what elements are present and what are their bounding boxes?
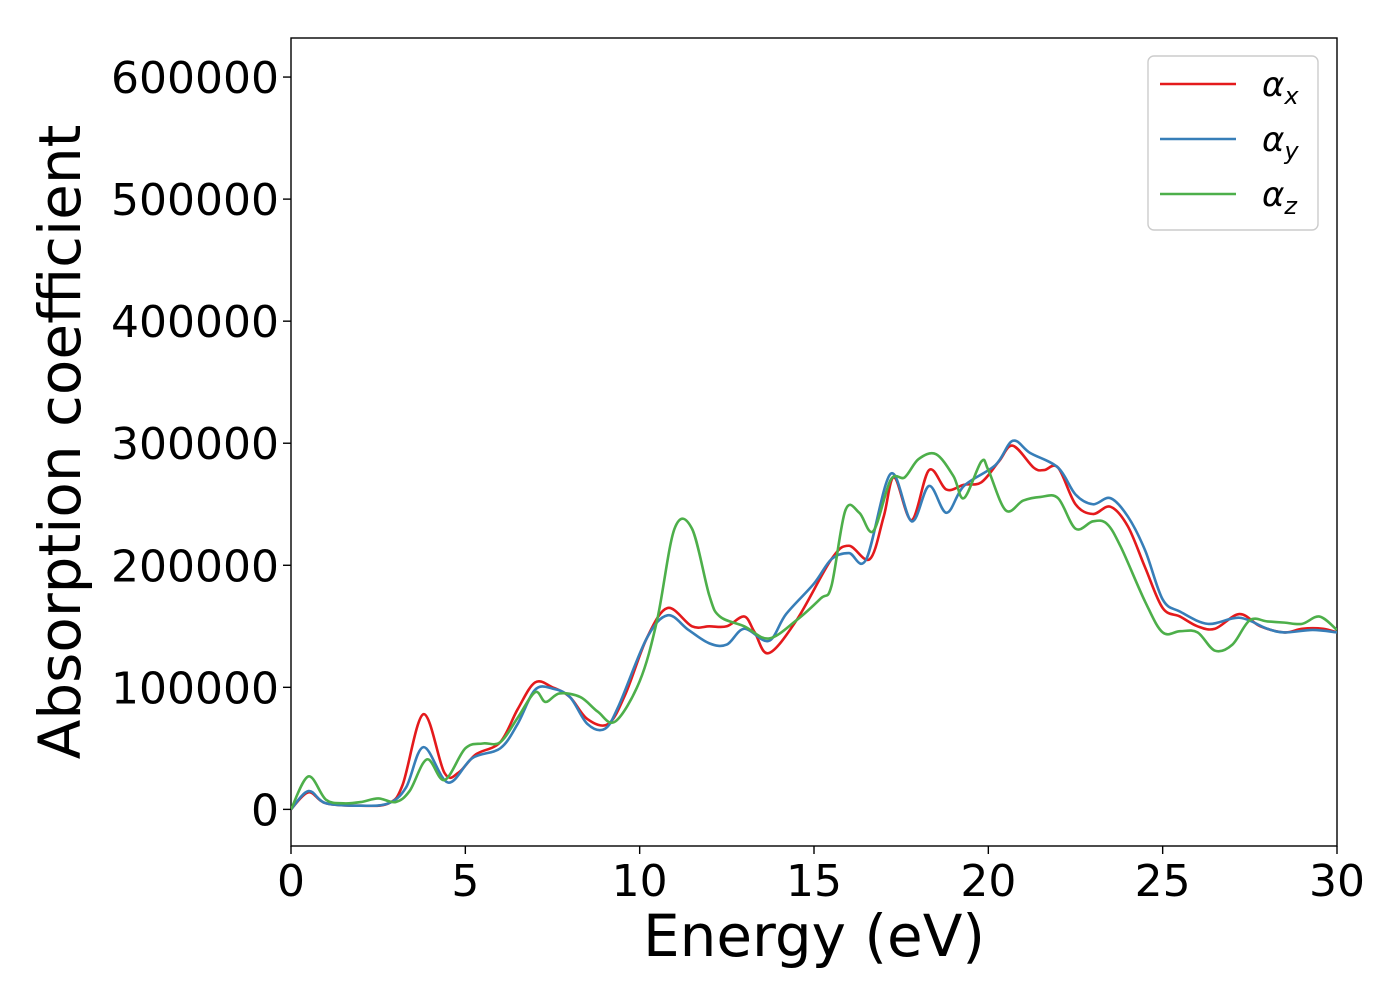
x-tick-label: 0 <box>277 856 305 907</box>
y-tick-label: 400000 <box>111 297 279 348</box>
series-lines <box>291 439 1337 811</box>
x-tick-label: 15 <box>786 856 842 907</box>
x-axis-title: Energy (eV) <box>643 902 985 970</box>
x-tick-label: 30 <box>1309 856 1365 907</box>
x-axis: 0 5 10 15 20 25 30 <box>277 846 1365 907</box>
x-tick-label: 5 <box>451 856 479 907</box>
legend: αx αy αz <box>1147 55 1319 231</box>
y-tick-label: 200000 <box>111 541 279 592</box>
legend-label-z: αz <box>1262 175 1298 220</box>
legend-label-y: αy <box>1262 120 1299 165</box>
x-tick-label: 25 <box>1135 856 1191 907</box>
y-tick-label: 100000 <box>111 663 279 714</box>
y-tick-label: 300000 <box>111 419 279 470</box>
series-line-z <box>291 451 1337 810</box>
legend-label-x: αx <box>1262 65 1299 110</box>
x-tick-label: 10 <box>612 856 668 907</box>
y-tick-label: 0 <box>251 785 279 836</box>
x-tick-label: 20 <box>960 856 1016 907</box>
series-line-x <box>291 444 1337 811</box>
y-tick-label: 600000 <box>111 53 279 104</box>
y-tick-label: 500000 <box>111 175 279 226</box>
y-axis-title: Absorption coefficient <box>26 125 94 760</box>
legend-frame <box>1147 55 1319 231</box>
y-axis: 0 100000 200000 300000 400000 500000 600000 <box>111 53 291 836</box>
series-line-y <box>291 439 1337 811</box>
